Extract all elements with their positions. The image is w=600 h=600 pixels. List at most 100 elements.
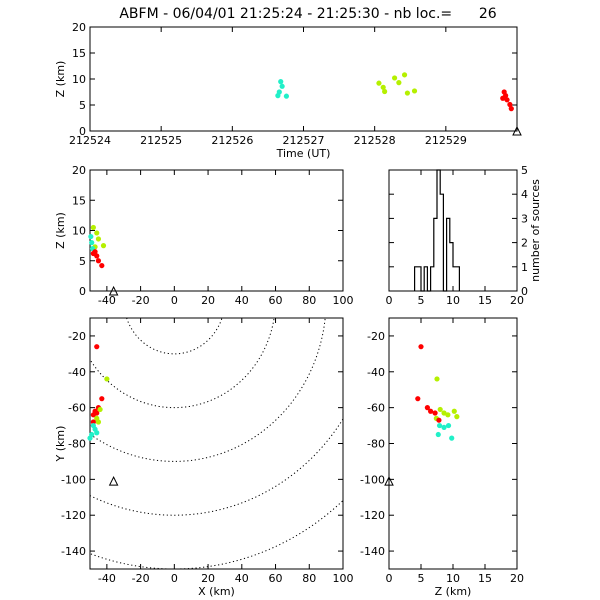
data-point [437, 406, 443, 413]
data-point [95, 258, 102, 264]
x-tick-label: 40 [235, 572, 249, 585]
y-tick-label: -40 [68, 366, 86, 379]
y-axis-label: number of sources [529, 179, 542, 282]
x-tick-label: 10 [446, 572, 460, 585]
data-point [428, 408, 434, 414]
data-point [88, 233, 94, 240]
x-tick-label: 5 [418, 294, 425, 307]
data-point [90, 250, 96, 257]
range-ring [90, 318, 275, 409]
x-tick-label: 0 [386, 294, 393, 307]
x-axis-label: Z (km) [435, 585, 472, 598]
y-tick-label: -140 [360, 545, 385, 558]
data-point [97, 406, 103, 413]
y-tick-label: -140 [61, 545, 86, 558]
y-tick-label: 4 [521, 188, 528, 201]
chart-title: ABFM - 06/04/01 21:25:24 - 21:25:30 - nb… [119, 6, 496, 22]
y-tick-label: -100 [61, 473, 86, 486]
data-point [454, 414, 460, 420]
data-point [94, 430, 100, 436]
data-point [411, 88, 418, 94]
range-ring [90, 417, 343, 516]
station-marker [108, 285, 119, 296]
y-tick-label: 5 [79, 255, 86, 268]
x-tick-label: -20 [132, 294, 150, 307]
data-point [275, 93, 281, 99]
data-point [507, 101, 513, 108]
data-point [404, 90, 411, 96]
data-point [396, 80, 402, 86]
data-point [104, 376, 110, 382]
x-tick-label: 80 [302, 294, 316, 307]
y-tick-label: -120 [61, 509, 86, 522]
x-tick-label: -40 [98, 294, 116, 307]
data-point [90, 419, 96, 425]
x-tick-label: 100 [333, 294, 354, 307]
x-tick-label: 15 [478, 572, 492, 585]
x-tick-label: 212528 [354, 134, 396, 147]
y-tick-label: 10 [72, 225, 86, 238]
data-point [436, 422, 443, 429]
panel-plan-view: -40 -20 0 20 40 60 80 100 -20 -40 -60 -80 -100 -120 -1… [54, 317, 354, 598]
data-point [445, 412, 451, 418]
panel-time-height: 212524 212525 212526 212527 212528 212529 0 5 10… [54, 21, 522, 160]
y-tick-label: -80 [68, 438, 86, 451]
data-point [100, 243, 107, 249]
x-axis-label: Time (UT) [276, 147, 331, 160]
panels: 212524 212525 212526 212527 212528 2125290510… [54, 21, 543, 598]
y-tick-label: 1 [521, 261, 528, 274]
x-tick-label: 0 [386, 572, 393, 585]
data-point [391, 75, 398, 81]
x-tick-label: 212524 [69, 134, 111, 147]
y-axis-label: Z (km) [54, 212, 67, 249]
x-tick-label: -20 [132, 572, 150, 585]
x-tick-label: 0 [171, 572, 178, 585]
panel-height-y: 0 5 10 15 20 -20 -40 -60 -80 -100 -120 -140 Z (km) [360, 317, 524, 598]
data-point [424, 405, 430, 411]
data-point [451, 408, 457, 414]
y-tick-label: 15 [72, 194, 86, 207]
station-marker [512, 125, 522, 136]
y-tick-label: 0 [79, 125, 86, 138]
y-tick-label: 5 [79, 99, 86, 112]
x-axis-label: X (km) [198, 585, 235, 598]
y-tick-label: 20 [72, 164, 86, 177]
y-axis-label: Y (km) [54, 426, 67, 463]
data-point [99, 396, 105, 402]
x-tick-label: 0 [171, 294, 178, 307]
data-point [432, 410, 438, 416]
x-tick-label: 10 [446, 294, 460, 307]
y-tick-label: -100 [360, 473, 385, 486]
x-tick-label: 80 [302, 572, 316, 585]
data-point [95, 419, 102, 425]
data-point [415, 396, 421, 402]
data-point [401, 72, 408, 78]
y-tick-label: 20 [72, 21, 86, 34]
y-tick-label: -20 [68, 330, 86, 343]
data-point [279, 83, 285, 89]
x-tick-label: 20 [201, 294, 215, 307]
data-point [99, 262, 105, 269]
panel-x-height: -40 -20 0 20 40 60 80 100 0 5 10 15 20 Z (km) [54, 164, 354, 307]
y-tick-label: 10 [72, 73, 86, 86]
x-tick-label: 60 [269, 572, 283, 585]
data-point [94, 410, 100, 416]
x-tick-label: 212525 [140, 134, 182, 147]
x-tick-label: 60 [269, 294, 283, 307]
y-tick-label: -120 [360, 509, 385, 522]
x-tick-label: -40 [98, 572, 116, 585]
data-point [441, 424, 447, 430]
data-point [278, 79, 284, 85]
y-tick-label: -80 [367, 438, 385, 451]
y-tick-label: -60 [68, 402, 86, 415]
y-tick-label: -40 [367, 366, 385, 379]
data-point [89, 240, 95, 246]
data-point [434, 376, 440, 382]
data-point [436, 417, 442, 423]
x-tick-label: 15 [478, 294, 492, 307]
station-marker [384, 476, 394, 486]
data-point [508, 106, 514, 112]
y-tick-label: 2 [521, 237, 528, 250]
